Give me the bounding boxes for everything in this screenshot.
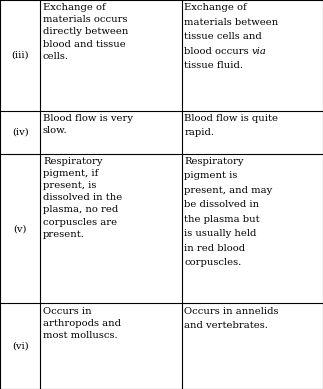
Text: (vi): (vi) — [12, 342, 28, 351]
Text: blood occurs: blood occurs — [184, 47, 252, 56]
Text: tissue cells and: tissue cells and — [184, 32, 262, 41]
Text: present, and may: present, and may — [184, 186, 273, 195]
Text: Occurs in
arthropods and
most molluscs.: Occurs in arthropods and most molluscs. — [43, 307, 121, 340]
Text: materials between: materials between — [184, 18, 278, 26]
Text: Occurs in annelids: Occurs in annelids — [184, 307, 279, 315]
Text: in red blood: in red blood — [184, 244, 245, 253]
Text: Blood flow is quite: Blood flow is quite — [184, 114, 278, 123]
Text: the plasma but: the plasma but — [184, 215, 260, 224]
Text: Respiratory
pigment, if
present, is
dissolved in the
plasma, no red
corpuscles a: Respiratory pigment, if present, is diss… — [43, 157, 122, 239]
Text: (v): (v) — [14, 224, 27, 233]
Text: tissue fluid.: tissue fluid. — [184, 61, 243, 70]
Text: (iv): (iv) — [12, 128, 28, 137]
Text: via: via — [252, 47, 267, 56]
Text: (iii): (iii) — [11, 51, 29, 60]
Text: Blood flow is very
slow.: Blood flow is very slow. — [43, 114, 133, 135]
Text: is usually held: is usually held — [184, 229, 257, 238]
Text: be dissolved in: be dissolved in — [184, 200, 259, 209]
Text: corpuscles.: corpuscles. — [184, 258, 242, 267]
Text: Exchange of: Exchange of — [184, 3, 247, 12]
Text: and vertebrates.: and vertebrates. — [184, 321, 268, 330]
Text: Exchange of
materials occurs
directly between
blood and tissue
cells.: Exchange of materials occurs directly be… — [43, 3, 128, 61]
Text: pigment is: pigment is — [184, 171, 238, 180]
Text: Respiratory: Respiratory — [184, 157, 244, 166]
Text: rapid.: rapid. — [184, 128, 214, 137]
